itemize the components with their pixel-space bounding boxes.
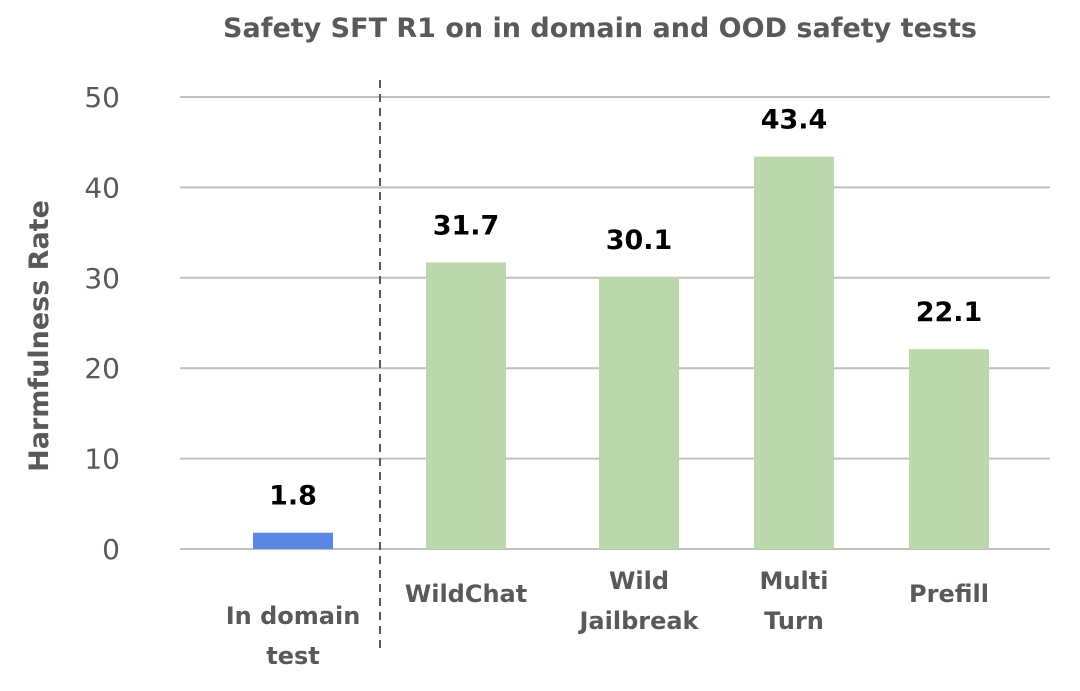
y-tick-10: 10 xyxy=(84,443,120,476)
bar-3 xyxy=(754,156,834,549)
y-tick-30: 30 xyxy=(84,262,120,295)
y-tick-40: 40 xyxy=(84,171,120,204)
x-tick-2-line-1: Jailbreak xyxy=(577,607,699,635)
y-tick-labels: 0 10 20 30 40 50 xyxy=(84,81,120,566)
data-label-4: 22.1 xyxy=(916,297,983,328)
chart-title: Safety SFT R1 on in domain and OOD safet… xyxy=(223,13,977,44)
bar-1 xyxy=(426,262,506,549)
y-axis-label: Harmfulness Rate xyxy=(24,200,55,472)
data-label-0: 1.8 xyxy=(269,481,317,512)
x-tick-0-line-0: In domain xyxy=(226,602,361,630)
y-tick-20: 20 xyxy=(84,352,120,385)
x-tick-1-line-0: WildChat xyxy=(405,580,527,608)
x-tick-4-line-0: Prefill xyxy=(909,580,989,608)
x-tick-2-line-0: Wild xyxy=(609,567,669,595)
data-label-2: 30.1 xyxy=(606,225,673,256)
y-tick-0: 0 xyxy=(102,533,120,566)
bar-4 xyxy=(909,349,989,549)
x-tick-3-line-1: Turn xyxy=(764,607,824,635)
x-tick-0-line-1: test xyxy=(266,642,320,670)
data-labels: 1.8 31.7 30.1 43.4 22.1 xyxy=(269,105,982,512)
x-tick-3-line-0: Multi xyxy=(760,567,829,595)
y-tick-50: 50 xyxy=(84,81,120,114)
bar-0 xyxy=(253,532,333,549)
bars xyxy=(253,156,989,549)
data-label-3: 43.4 xyxy=(761,105,828,136)
bar-2 xyxy=(599,276,679,549)
x-tick-labels: In domain test WildChat Wild Jailbreak Multi T… xyxy=(226,567,989,670)
data-label-1: 31.7 xyxy=(433,210,500,241)
